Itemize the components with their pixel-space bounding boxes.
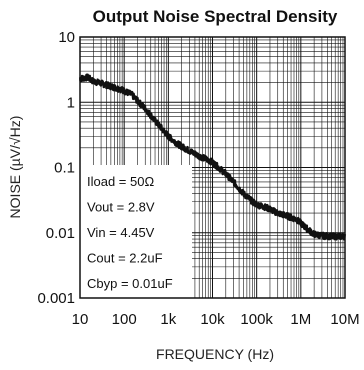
series-group [78,73,347,241]
x-tick-label: 10 [72,311,89,328]
x-tick-label: 10M [330,311,359,328]
y-tick-label: 1 [67,94,75,111]
x-tick-labels: 10 100 1k 10k 100k 1M 10M [72,311,360,328]
annotation-text: Vin = 4.45V [87,225,155,240]
y-tick-label: 0.1 [54,160,75,177]
x-axis-label: FREQUENCY (Hz) [156,346,274,362]
y-axis-label: NOISE (µV/√Hz) [7,116,23,219]
plot-frame [79,36,346,299]
annotation-box [80,165,192,298]
y-tick-label: 0.01 [46,225,75,242]
annotation-text: Vout = 2.8V [87,200,155,215]
x-tick-label: 100 [112,311,137,328]
chart-title: Output Noise Spectral Density [93,7,338,26]
annotation-text: Cout = 2.2uF [87,251,163,266]
x-tick-label: 10k [200,311,225,328]
annotation-text: Cbyp = 0.01uF [87,276,173,291]
y-tick-label: 0.001 [37,290,75,307]
x-tick-label: 1k [160,311,176,328]
x-tick-label: 100k [240,311,273,328]
x-tick-label: 1M [290,311,311,328]
annotation-text: Iload = 50Ω [87,174,154,189]
y-tick-label: 10 [58,29,75,46]
y-tick-labels: 0.001 0.01 0.1 1 10 [37,29,75,307]
series-line [78,73,347,241]
annotation-group: Iload = 50Ω Vout = 2.8V Vin = 4.45V Cout = … [87,174,173,291]
